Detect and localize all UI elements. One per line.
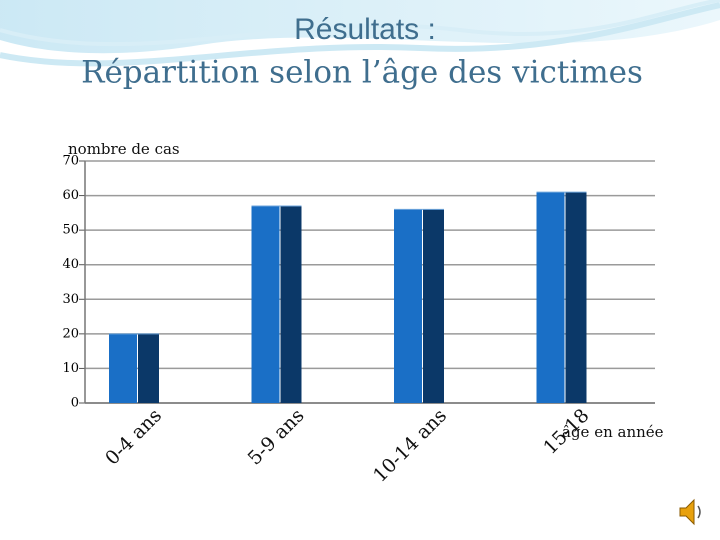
bar-front <box>394 209 422 403</box>
bar-front <box>109 333 137 403</box>
bar-side <box>565 192 587 403</box>
y-tick-label: 60 <box>62 188 79 203</box>
bar <box>109 333 159 403</box>
y-tick-label: 0 <box>71 396 79 411</box>
y-tick-label: 20 <box>62 326 79 341</box>
bar-front <box>251 205 280 403</box>
y-tick-label: 70 <box>62 154 79 169</box>
bar <box>536 191 587 403</box>
title: Résultats : <box>294 13 436 46</box>
x-tick-label: 10-14 ans <box>369 405 451 487</box>
x-axis-label: âge en année <box>562 423 664 441</box>
bar-side <box>138 333 159 403</box>
bar-side <box>280 205 302 403</box>
bar-side <box>423 209 444 403</box>
bar-front <box>536 192 565 403</box>
y-tick-label: 40 <box>62 257 79 272</box>
background-waves <box>0 0 720 67</box>
bar <box>251 205 302 403</box>
bar <box>394 208 444 403</box>
x-tick-label: 0-4 ans <box>101 405 166 470</box>
subtitle: Répartition selon l’âge des victimes <box>81 55 643 91</box>
y-axis-label: nombre de cas <box>68 140 180 158</box>
y-tick-label: 10 <box>62 361 79 376</box>
y-tick-label: 30 <box>62 292 79 307</box>
speaker-icon <box>679 498 701 526</box>
y-tick-label: 50 <box>62 223 79 238</box>
x-tick-label: 5-9 ans <box>244 405 309 470</box>
